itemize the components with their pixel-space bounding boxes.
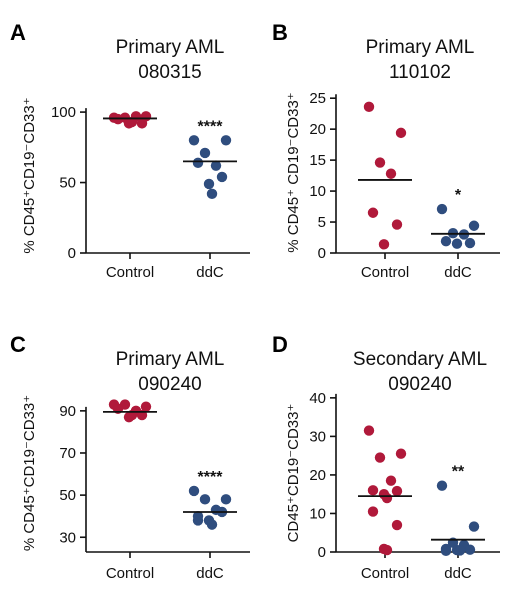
- ddc-data-point: [464, 237, 476, 249]
- x-tick-label: ddC: [444, 264, 472, 281]
- control-data-point: [367, 485, 379, 496]
- ddc-data-point: [436, 480, 448, 491]
- ddc-data-point: [192, 157, 204, 169]
- x-tick-label: Control: [106, 565, 154, 582]
- panel-subtitle: 090240: [138, 374, 201, 395]
- ddc-data-point: [199, 494, 211, 505]
- panel-subtitle: 110102: [389, 62, 451, 83]
- x-tick-label: Control: [106, 264, 154, 281]
- y-tick-label: 30: [59, 529, 76, 546]
- ddc-data-point: [440, 236, 452, 247]
- y-tick-label: 0: [318, 544, 326, 561]
- y-tick-label: 25: [309, 90, 326, 107]
- control-data-point: [381, 492, 393, 504]
- y-tick-label: 20: [309, 467, 326, 484]
- control-data-point: [363, 425, 375, 436]
- control-data-point: [367, 506, 379, 517]
- significance-marker: **: [452, 464, 465, 481]
- panel-subtitle: 090240: [388, 374, 451, 395]
- control-data-point: [126, 116, 138, 128]
- ddc-data-point: [203, 178, 215, 190]
- ddc-data-point: [454, 545, 466, 556]
- panel-subtitle: 080315: [138, 62, 201, 83]
- y-tick-label: 70: [59, 445, 76, 462]
- significance-marker: ****: [198, 469, 224, 486]
- ddc-data-point: [192, 515, 204, 526]
- ddc-data-point: [188, 135, 200, 146]
- significance-marker: ****: [198, 118, 224, 135]
- y-tick-label: 5: [318, 214, 326, 231]
- control-data-point: [367, 207, 379, 218]
- control-data-point: [374, 157, 386, 168]
- y-axis-label: % CD45⁺CD19⁻CD33⁺: [21, 97, 38, 253]
- ddc-data-point: [468, 521, 480, 532]
- y-tick-label: 90: [59, 403, 76, 420]
- y-tick-label: 40: [309, 390, 326, 407]
- panel-letter: C: [10, 332, 26, 357]
- ddc-data-point: [464, 544, 476, 555]
- control-data-point: [395, 127, 407, 139]
- x-tick-label: ddC: [444, 565, 472, 582]
- y-axis-label: CD45⁺CD19⁻CD33⁺: [285, 404, 302, 543]
- y-tick-label: 20: [309, 121, 326, 138]
- y-tick-label: 50: [59, 175, 76, 192]
- y-tick-label: 50: [59, 487, 76, 504]
- x-tick-label: ddC: [196, 264, 224, 281]
- significance-marker: *: [455, 187, 462, 204]
- ddc-data-point: [220, 135, 232, 146]
- panel-letter: A: [10, 20, 26, 45]
- y-tick-label: 100: [51, 104, 76, 121]
- control-data-point: [363, 101, 375, 113]
- ddc-data-point: [220, 494, 232, 505]
- control-data-point: [381, 544, 393, 556]
- ddc-data-point: [468, 220, 480, 231]
- x-tick-label: Control: [361, 264, 409, 281]
- y-tick-label: 30: [309, 428, 326, 445]
- control-data-point: [385, 168, 397, 179]
- y-axis-label: % CD45⁺ CD19⁻CD33⁺: [285, 92, 302, 252]
- control-data-point: [378, 239, 390, 250]
- panel-letter: D: [272, 332, 288, 357]
- ddc-data-point: [206, 188, 218, 200]
- ddc-data-point: [436, 203, 448, 215]
- panel-title: Primary AML: [366, 37, 475, 58]
- control-data-point: [391, 219, 403, 230]
- y-tick-label: 10: [309, 183, 326, 200]
- y-axis-label: % CD45⁺CD19⁻CD33⁺: [21, 395, 38, 551]
- control-data-point: [140, 401, 152, 412]
- ddc-data-point: [199, 147, 211, 159]
- panel-title: Primary AML: [116, 37, 225, 58]
- panel-title: Secondary AML: [353, 349, 487, 370]
- ddc-data-point: [440, 545, 452, 557]
- control-data-point: [391, 485, 403, 497]
- y-tick-label: 10: [309, 505, 326, 522]
- panel-title: Primary AML: [116, 349, 225, 370]
- y-tick-label: 15: [309, 152, 326, 169]
- control-data-point: [136, 118, 148, 129]
- control-data-point: [391, 519, 403, 531]
- y-tick-label: 0: [318, 245, 326, 262]
- ddc-data-point: [206, 519, 218, 530]
- y-tick-label: 0: [68, 245, 76, 262]
- ddc-data-point: [216, 171, 228, 183]
- control-data-point: [374, 452, 386, 463]
- control-data-point: [395, 448, 407, 459]
- ddc-data-point: [210, 160, 222, 171]
- control-data-point: [385, 475, 397, 486]
- x-tick-label: Control: [361, 565, 409, 582]
- ddc-data-point: [451, 238, 463, 249]
- panel-letter: B: [272, 20, 288, 45]
- ddc-data-point: [188, 485, 200, 497]
- x-tick-label: ddC: [196, 565, 224, 582]
